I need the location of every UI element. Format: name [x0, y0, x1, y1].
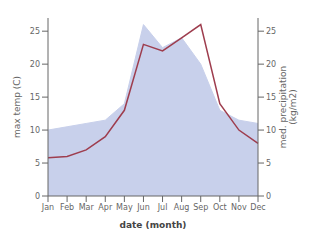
- svg-text:Apr: Apr: [98, 203, 113, 212]
- svg-text:20: 20: [266, 60, 276, 69]
- svg-text:Jun: Jun: [136, 203, 150, 212]
- svg-text:Jan: Jan: [41, 203, 54, 212]
- svg-text:Jul: Jul: [157, 203, 168, 212]
- svg-text:Aug: Aug: [174, 203, 190, 212]
- svg-text:Nov: Nov: [231, 203, 247, 212]
- svg-text:Feb: Feb: [60, 203, 74, 212]
- svg-text:10: 10: [30, 126, 40, 135]
- svg-text:Dec: Dec: [250, 203, 265, 212]
- svg-text:5: 5: [266, 159, 271, 168]
- svg-text:25: 25: [30, 27, 40, 36]
- svg-text:Oct: Oct: [213, 203, 227, 212]
- svg-text:5: 5: [35, 159, 40, 168]
- svg-text:max temp (C): max temp (C): [12, 76, 22, 138]
- svg-text:May: May: [116, 203, 133, 212]
- svg-text:Sep: Sep: [193, 203, 208, 212]
- svg-text:25: 25: [266, 27, 276, 36]
- svg-text:15: 15: [30, 93, 40, 102]
- svg-text:0: 0: [266, 192, 271, 201]
- svg-text:med. precipitation(kg/m2): med. precipitation(kg/m2): [278, 66, 298, 148]
- svg-text:20: 20: [30, 60, 40, 69]
- svg-text:date (month): date (month): [120, 220, 187, 230]
- svg-text:10: 10: [266, 126, 276, 135]
- svg-text:15: 15: [266, 93, 276, 102]
- svg-text:Mar: Mar: [79, 203, 95, 212]
- svg-text:0: 0: [35, 192, 40, 201]
